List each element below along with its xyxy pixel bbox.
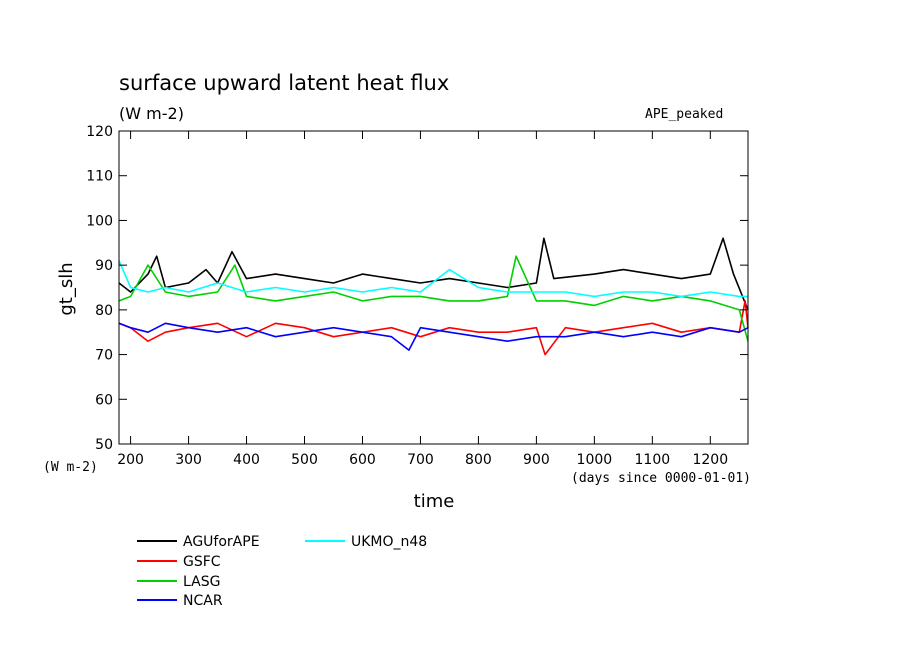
legend: AGUforAPE GSFC LASG NCAR UKMO_n48 (137, 534, 427, 609)
legend-label: NCAR (183, 593, 223, 609)
y-tick-label: 110 (86, 169, 113, 185)
x-tick-label: 400 (233, 452, 260, 468)
plot-frame (118, 130, 749, 445)
legend-label: GSFC (183, 554, 221, 570)
x-tick-label: 300 (175, 452, 202, 468)
x-units: (days since 0000-01-01) (571, 471, 751, 486)
y-tick-label: 50 (95, 437, 113, 453)
chart-subtitle: (W m-2) (119, 104, 184, 123)
y-tick-label: 90 (95, 258, 113, 274)
x-tick-label: 500 (291, 452, 318, 468)
y-tick-label: 80 (95, 303, 113, 319)
experiment-label: APE_peaked (645, 107, 723, 122)
chart-title: surface upward latent heat flux (119, 71, 449, 95)
series-line-gsfc (118, 300, 749, 356)
y-tick-label: 60 (95, 392, 113, 408)
x-tick-label: 200 (117, 452, 144, 468)
series-line-lasg (118, 255, 749, 342)
legend-label: LASG (183, 574, 220, 590)
x-axis-label: time (414, 491, 455, 512)
y-axis-label: gt_slh (56, 262, 77, 315)
y-tick-label: 120 (86, 124, 113, 140)
y-axis: 50 60 70 80 90 100 110 120 (86, 124, 748, 453)
legend-label: UKMO_n48 (351, 534, 427, 550)
x-tick-label: 700 (407, 452, 434, 468)
x-tick-label: 1000 (577, 452, 613, 468)
x-tick-label: 600 (349, 452, 376, 468)
y-tick-label: 70 (95, 348, 113, 364)
x-tick-label: 1100 (635, 452, 671, 468)
legend-label: AGUforAPE (183, 534, 260, 550)
x-tick-label: 800 (465, 452, 492, 468)
x-tick-label: 1200 (692, 452, 728, 468)
y-units: (W m-2) (43, 460, 98, 475)
x-tick-label: 900 (523, 452, 550, 468)
y-tick-label: 100 (86, 213, 113, 229)
series-line-aguforape (118, 237, 749, 311)
series-line-ncar (118, 322, 749, 351)
series-line-ukmo-n48 (118, 260, 748, 298)
series-layer (118, 237, 749, 356)
x-axis: 200 300 400 500 600 700 800 900 1000 1100 1200 (117, 131, 728, 468)
